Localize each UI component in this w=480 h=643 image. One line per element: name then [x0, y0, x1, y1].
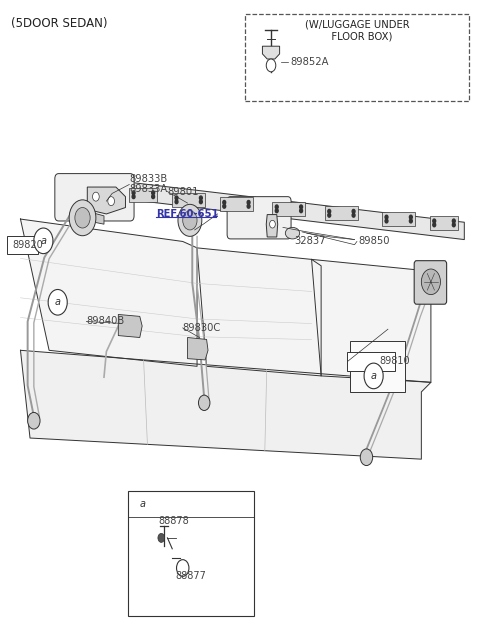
Text: (W/LUGGAGE UNDER
   FLOOR BOX): (W/LUGGAGE UNDER FLOOR BOX) — [305, 19, 409, 42]
FancyBboxPatch shape — [430, 216, 458, 230]
Text: a: a — [139, 499, 145, 509]
Circle shape — [28, 412, 40, 429]
Text: a: a — [371, 371, 377, 381]
Circle shape — [199, 196, 202, 200]
Circle shape — [328, 210, 331, 213]
Circle shape — [409, 219, 412, 223]
Polygon shape — [116, 181, 464, 240]
Circle shape — [175, 200, 178, 204]
Circle shape — [183, 211, 197, 230]
Circle shape — [152, 191, 155, 195]
Circle shape — [75, 208, 90, 228]
Polygon shape — [87, 187, 125, 214]
Circle shape — [352, 213, 355, 217]
Text: 89833B: 89833B — [129, 174, 168, 185]
Circle shape — [132, 195, 135, 199]
Circle shape — [433, 219, 436, 223]
Circle shape — [108, 197, 115, 206]
FancyBboxPatch shape — [220, 197, 253, 212]
FancyBboxPatch shape — [227, 197, 291, 239]
Circle shape — [385, 215, 388, 219]
Text: REF.60-651: REF.60-651 — [156, 209, 219, 219]
Polygon shape — [21, 219, 197, 367]
Circle shape — [177, 559, 189, 576]
Ellipse shape — [285, 228, 300, 239]
FancyBboxPatch shape — [55, 174, 134, 221]
Circle shape — [93, 192, 99, 201]
Circle shape — [247, 204, 250, 208]
Circle shape — [199, 395, 210, 410]
Circle shape — [132, 191, 135, 195]
Text: 88877: 88877 — [176, 572, 206, 581]
Polygon shape — [188, 338, 208, 360]
Polygon shape — [21, 350, 431, 459]
Text: 89833A: 89833A — [129, 184, 168, 194]
Text: (5DOOR SEDAN): (5DOOR SEDAN) — [11, 17, 108, 30]
FancyBboxPatch shape — [382, 212, 415, 226]
Circle shape — [385, 219, 388, 223]
Text: 89830C: 89830C — [183, 323, 221, 333]
Circle shape — [223, 204, 226, 208]
Circle shape — [300, 209, 302, 213]
Text: 89801: 89801 — [168, 186, 199, 197]
Polygon shape — [312, 259, 431, 383]
Circle shape — [223, 201, 226, 204]
Circle shape — [452, 223, 455, 227]
Circle shape — [300, 205, 302, 209]
Circle shape — [158, 534, 165, 543]
FancyBboxPatch shape — [172, 193, 205, 207]
Circle shape — [178, 204, 202, 237]
Circle shape — [199, 200, 202, 204]
Circle shape — [360, 449, 372, 466]
Polygon shape — [197, 248, 321, 376]
Circle shape — [276, 209, 278, 213]
Circle shape — [266, 59, 276, 72]
Circle shape — [48, 289, 67, 315]
Polygon shape — [263, 46, 280, 59]
Text: 32837: 32837 — [294, 236, 326, 246]
FancyBboxPatch shape — [129, 188, 157, 202]
FancyBboxPatch shape — [325, 206, 358, 221]
Polygon shape — [85, 211, 104, 224]
Bar — [7, 237, 38, 254]
FancyBboxPatch shape — [414, 260, 446, 304]
Circle shape — [409, 215, 412, 219]
Polygon shape — [266, 215, 278, 237]
Circle shape — [152, 195, 155, 199]
Text: 89840B: 89840B — [86, 316, 125, 327]
Text: a: a — [40, 236, 47, 246]
Circle shape — [270, 221, 276, 228]
Polygon shape — [118, 314, 142, 338]
Circle shape — [34, 228, 53, 253]
Bar — [348, 352, 395, 371]
Bar — [128, 491, 254, 616]
Circle shape — [133, 493, 151, 516]
Circle shape — [276, 205, 278, 209]
Circle shape — [352, 210, 355, 213]
Text: 89810: 89810 — [380, 356, 410, 367]
Circle shape — [247, 201, 250, 204]
Bar — [350, 341, 405, 392]
Text: 88878: 88878 — [159, 516, 190, 526]
Circle shape — [328, 213, 331, 217]
Text: 89852A: 89852A — [290, 57, 329, 68]
Circle shape — [364, 363, 383, 389]
Circle shape — [433, 223, 436, 227]
FancyBboxPatch shape — [245, 14, 469, 100]
FancyBboxPatch shape — [273, 202, 305, 216]
Circle shape — [69, 200, 96, 236]
Text: 89820: 89820 — [12, 240, 43, 250]
Circle shape — [452, 219, 455, 223]
Circle shape — [175, 196, 178, 200]
Circle shape — [421, 269, 441, 294]
Text: 89850: 89850 — [359, 236, 390, 246]
Text: a: a — [55, 297, 60, 307]
